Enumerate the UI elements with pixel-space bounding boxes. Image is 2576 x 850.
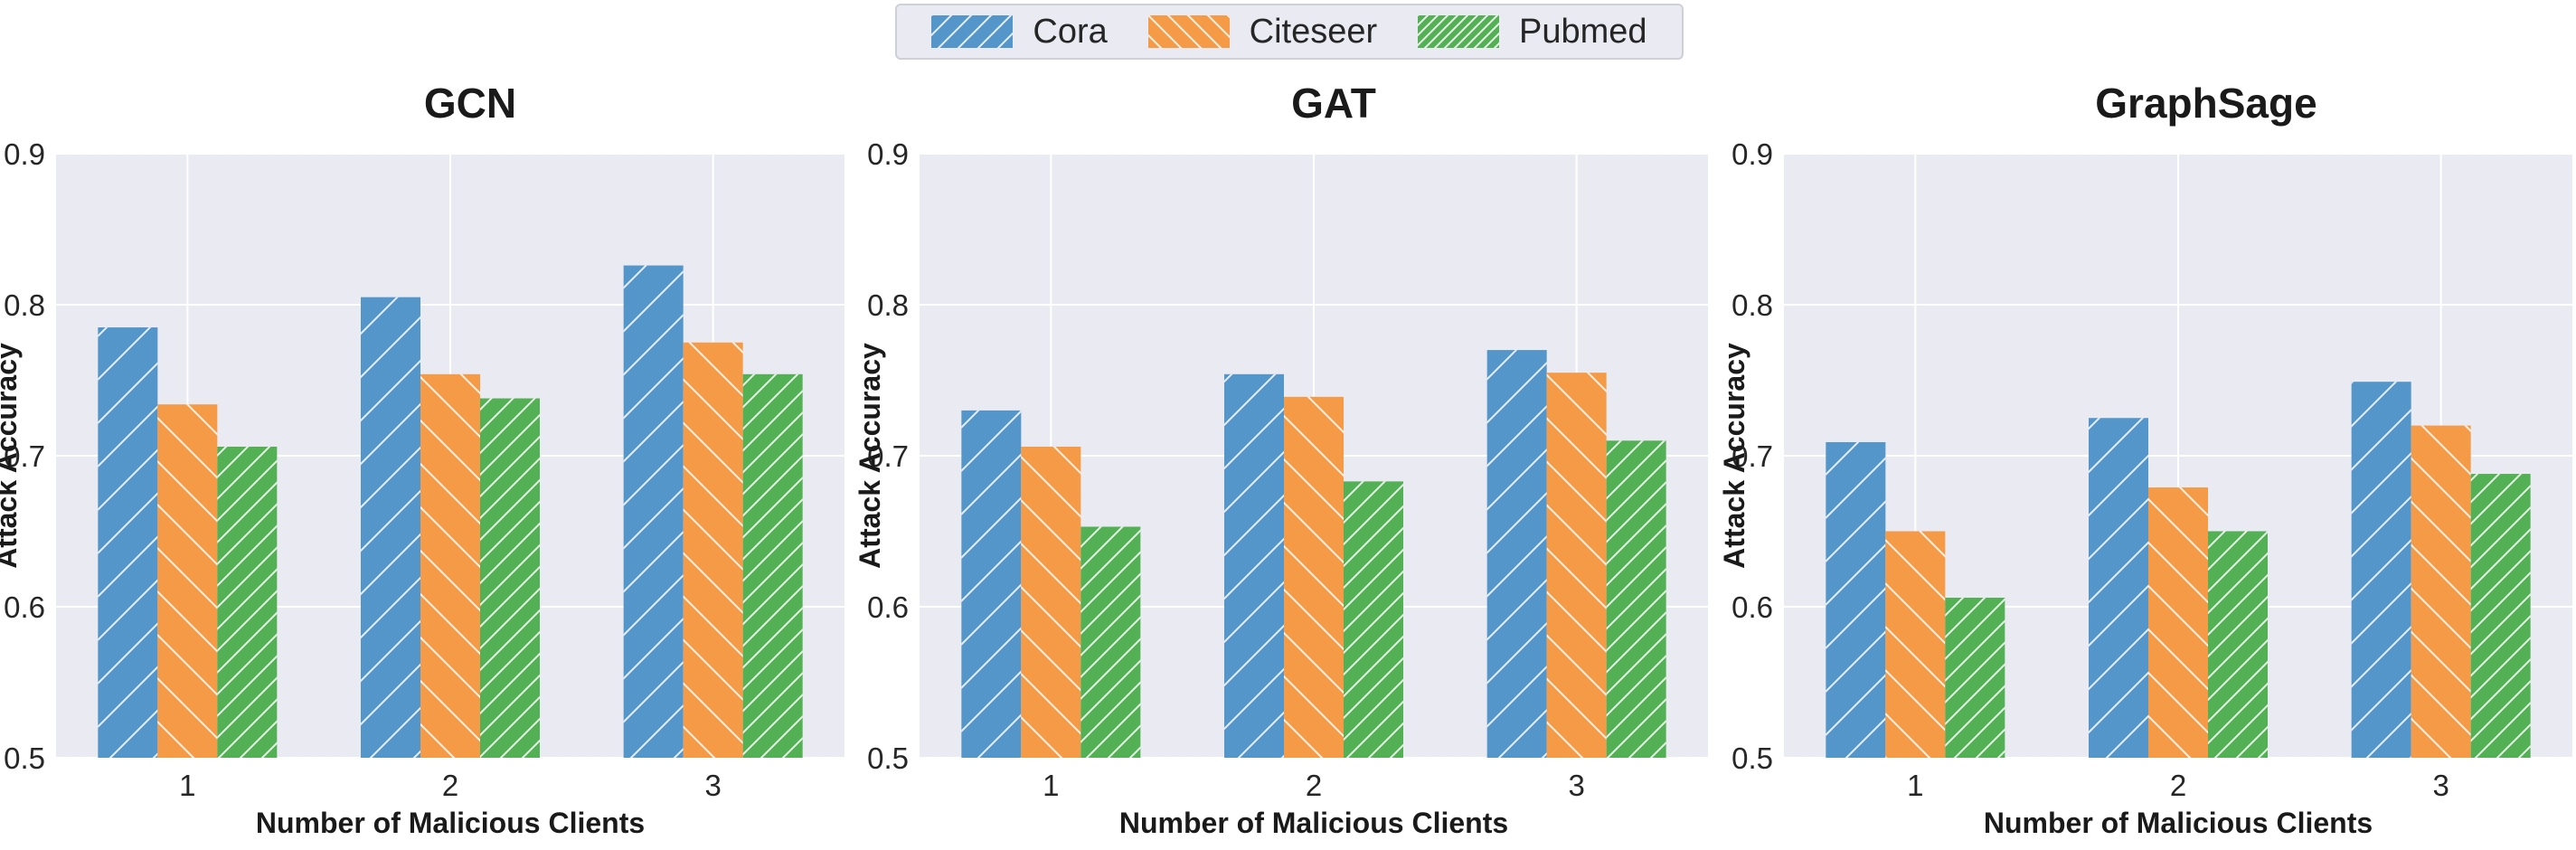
panel-3-bar-pubmed-1-hatch: [1945, 597, 2005, 758]
panel-2-bar-cora-3-hatch: [1486, 350, 1547, 758]
panel-2-ytick-label: 0.6: [867, 590, 909, 624]
panel-3-bar-citeseer-2-hatch: [2148, 487, 2208, 758]
panel-2-bar-cora-1-hatch: [961, 410, 1022, 758]
panel-1-bar-citeseer-3-hatch: [683, 342, 743, 758]
panel-3-xtick-label: 1: [1907, 769, 1923, 802]
panel-3-bar-citeseer-3-hatch: [2411, 425, 2471, 758]
panel-2-bar-cora-2-hatch: [1224, 373, 1284, 758]
panel-1-bar-cora-1-hatch: [98, 327, 158, 758]
panel-1-xlabel: Number of Malicious Clients: [256, 807, 645, 839]
legend-swatch-cora: [931, 15, 1014, 48]
legend-label-citeseer: Citeseer: [1249, 12, 1378, 51]
panel-3-bar-citeseer-1-hatch: [1885, 531, 1946, 758]
panel-1-bar-citeseer-1-hatch: [157, 404, 218, 758]
legend-swatch-citeseer: [1147, 15, 1230, 48]
panel-2-xlabel: Number of Malicious Clients: [1119, 807, 1508, 839]
panel-3: 0.5 0.6 0.7 0.8 0.9 1 2 3 GraphSage Number of Mal…: [1718, 80, 2572, 839]
panel-2-ytick-label: 0.8: [867, 288, 909, 322]
panel-1-ytick-label: 0.7: [4, 439, 45, 473]
panel-3-bar-cora-1-hatch: [1826, 441, 1886, 758]
panel-1-xtick-label: 3: [704, 769, 721, 802]
panel-1-bar-cora-3-hatch: [623, 265, 684, 759]
panel-3-bar-pubmed-2-hatch: [2208, 531, 2268, 758]
panel-2-xtick-label: 3: [1568, 769, 1584, 802]
panel-3-bar-cora-3-hatch: [2351, 382, 2411, 758]
panel-2-ytick-label: 0.7: [867, 439, 909, 473]
panel-1-xtick-label: 1: [179, 769, 195, 802]
legend-entry-cora: Cora: [931, 12, 1108, 52]
panel-3-title: GraphSage: [2095, 80, 2317, 127]
panel-3-ytick-label: 0.5: [1731, 741, 1773, 775]
panel-1-xtick-label: 2: [442, 769, 458, 802]
panel-2-bar-citeseer-1-hatch: [1021, 446, 1081, 758]
panel-1-ylabel: Attack Accuracy: [0, 343, 23, 569]
panel-1-bar-cora-2-hatch: [361, 297, 420, 758]
panel-1-title: GCN: [424, 80, 516, 127]
panel-2-bar-pubmed-3-hatch: [1606, 440, 1666, 758]
panel-3-xtick-label: 3: [2432, 769, 2449, 802]
panel-1-bar-pubmed-3-hatch: [742, 373, 803, 758]
panel-2: 0.5 0.6 0.7 0.8 0.9 1 2 3 GAT Number of Malicious…: [854, 80, 1708, 839]
panel-2-title: GAT: [1291, 80, 1376, 127]
panel-1-bar-pubmed-1-hatch: [217, 446, 278, 758]
panel-2-ytick-label: 0.9: [867, 137, 909, 171]
panel-2-xtick-label: 1: [1043, 769, 1059, 802]
panel-1-ytick-label: 0.9: [4, 137, 45, 171]
panel-2-ylabel: Attack Accuracy: [854, 343, 886, 569]
panel-3-xlabel: Number of Malicious Clients: [1984, 807, 2373, 839]
panel-2-xtick-label: 2: [1306, 769, 1322, 802]
panel-3-ytick-label: 0.9: [1731, 137, 1773, 171]
legend-entry-citeseer: Citeseer: [1147, 12, 1378, 52]
panel-3-bar-cora-2-hatch: [2089, 418, 2148, 758]
legend: Cora Citeseer Pubmed: [895, 4, 1684, 60]
panel-2-ytick-label: 0.5: [867, 741, 909, 775]
panel-3-ytick-label: 0.6: [1731, 590, 1773, 624]
panel-3-xtick-label: 2: [2170, 769, 2186, 802]
panel-1-ytick-label: 0.8: [4, 288, 45, 322]
panel-3-bar-pubmed-3-hatch: [2470, 474, 2531, 758]
panel-2-bar-citeseer-2-hatch: [1284, 396, 1344, 758]
panel-1-ytick-label: 0.5: [4, 741, 45, 775]
legend-entry-pubmed: Pubmed: [1418, 13, 1647, 52]
legend-label-pubmed: Pubmed: [1519, 12, 1647, 51]
panel-1-bar-pubmed-2-hatch: [480, 398, 540, 758]
panel-1-bar-citeseer-2-hatch: [420, 373, 480, 758]
panel-1-ytick-label: 0.6: [4, 590, 45, 624]
panel-3-ytick-label: 0.8: [1731, 288, 1773, 322]
panel-3-ytick-label: 0.7: [1731, 439, 1773, 473]
panel-2-bar-pubmed-1-hatch: [1080, 526, 1141, 758]
panel-2-bar-citeseer-3-hatch: [1546, 373, 1607, 758]
panel-1: 0.5 0.6 0.7 0.8 0.9 1 2 3 GCN Number of Malicious…: [0, 80, 845, 839]
legend-label-cora: Cora: [1033, 12, 1108, 51]
panel-2-bar-pubmed-2-hatch: [1344, 481, 1403, 758]
legend-swatch-pubmed: [1418, 15, 1500, 48]
panel-3-ylabel: Attack Accuracy: [1718, 343, 1750, 569]
